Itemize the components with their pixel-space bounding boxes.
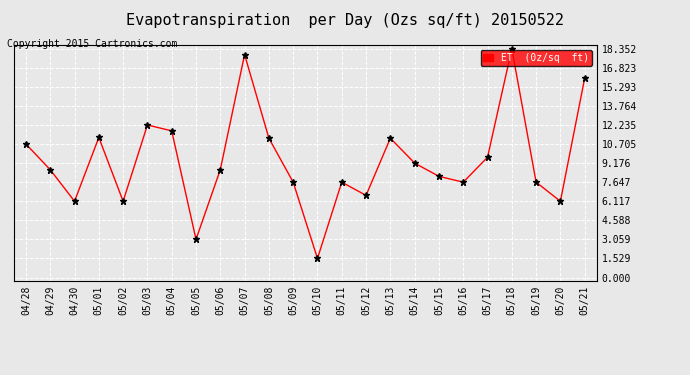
- Text: Evapotranspiration  per Day (Ozs sq/ft) 20150522: Evapotranspiration per Day (Ozs sq/ft) 2…: [126, 13, 564, 28]
- Legend: ET  (0z/sq  ft): ET (0z/sq ft): [480, 50, 592, 66]
- Text: Copyright 2015 Cartronics.com: Copyright 2015 Cartronics.com: [7, 39, 177, 50]
